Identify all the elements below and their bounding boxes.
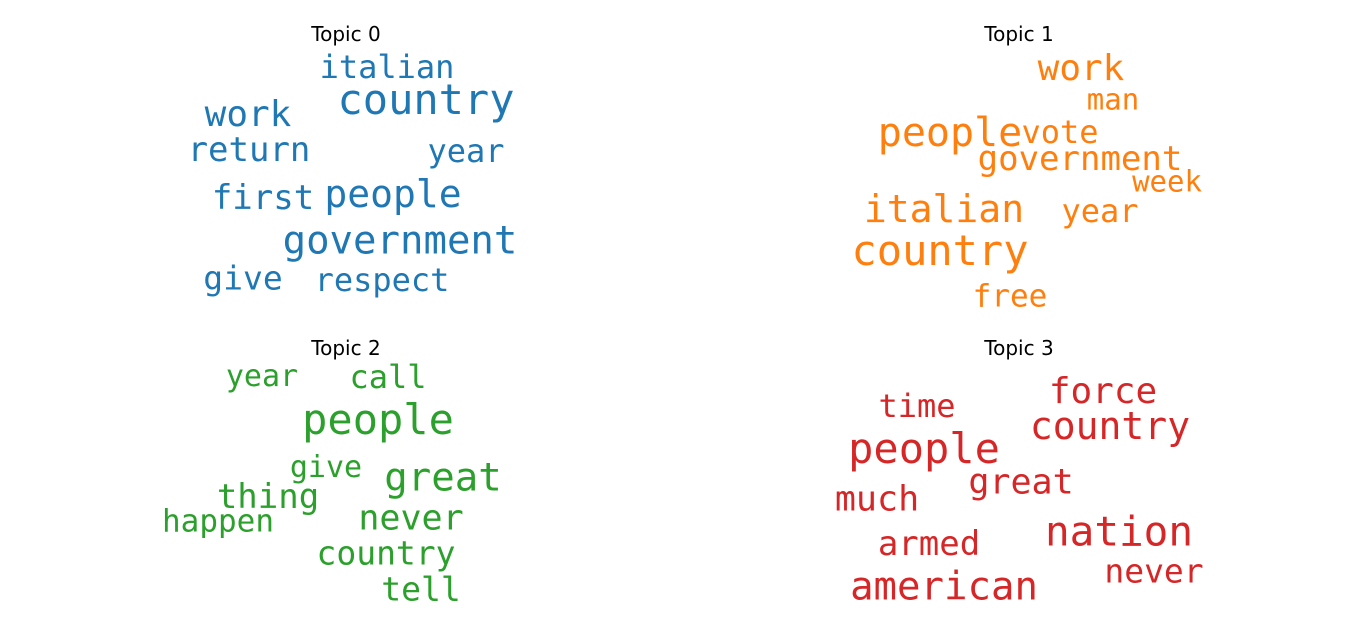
word-2-never: never [358, 498, 464, 539]
word-1-government: government [977, 139, 1183, 179]
topic-title-2: Topic 2 [311, 336, 381, 360]
word-2-give: give [289, 450, 363, 485]
topic-title-1: Topic 1 [984, 22, 1054, 46]
word-0-year: year [427, 132, 505, 170]
word-2-people: people [302, 395, 454, 444]
topic-title-3: Topic 3 [984, 336, 1054, 360]
word-3-nation: nation [1044, 507, 1194, 556]
word-3-time: time [878, 387, 956, 425]
word-1-italian: italian [863, 187, 1025, 231]
word-1-vote: vote [1021, 113, 1099, 151]
word-3-armed: armed [877, 524, 981, 564]
word-3-american: american [850, 564, 1038, 610]
word-0-italian: italian [319, 48, 455, 86]
word-1-week: week [1132, 164, 1202, 199]
word-1-free: free [972, 278, 1048, 315]
word-3-country: country [1029, 404, 1191, 448]
word-1-year: year [1061, 192, 1139, 230]
word-0-country: country [337, 75, 515, 124]
word-0-work: work [204, 94, 292, 135]
word-2-great: great [384, 455, 502, 501]
word-3-much: much [834, 479, 920, 520]
word-0-return: return [187, 130, 311, 170]
word-2-country: country [316, 533, 456, 573]
word-3-never: never [1104, 551, 1204, 591]
word-0-respect: respect [314, 261, 450, 299]
word-3-great: great [968, 462, 1074, 503]
word-2-tell: tell [381, 569, 461, 609]
word-2-happen: happen [162, 503, 274, 540]
word-3-force: force [1048, 371, 1158, 412]
word-2-thing: thing [216, 477, 320, 517]
word-3-people: people [848, 424, 1000, 473]
word-0-government: government [282, 218, 518, 264]
word-0-first: first [211, 178, 315, 218]
word-2-call: call [349, 358, 427, 396]
word-1-people: people [877, 110, 1023, 156]
word-0-people: people [324, 172, 462, 216]
word-1-country: country [851, 226, 1029, 275]
topic-title-0: Topic 0 [311, 22, 381, 46]
word-1-work: work [1037, 48, 1125, 89]
word-1-man: man [1086, 82, 1140, 117]
word-2-year: year [225, 359, 299, 394]
word-0-give: give [203, 258, 283, 298]
